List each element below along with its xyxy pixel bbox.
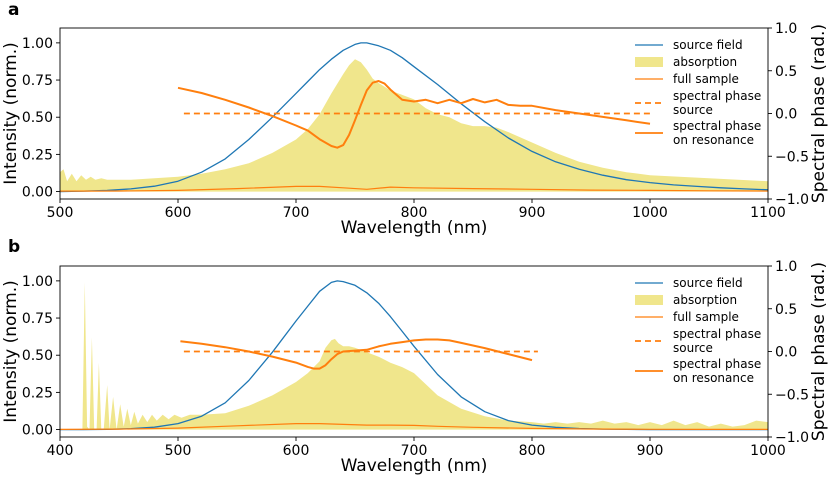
panel-letter: b [8,237,20,257]
x-tick-label: 500 [47,205,74,221]
y2-tick-label: 0.0 [775,345,797,361]
x-tick-label: 800 [519,443,546,459]
plot-area [60,280,768,431]
x-tick-label: 700 [283,205,310,221]
y2-tick-label: −1.0 [775,430,809,446]
x-tick-label: 700 [401,443,428,459]
legend-label: on resonance [673,133,754,147]
y2-tick-label: 1.0 [775,259,797,275]
y-tick-label: 0.25 [22,385,53,401]
series-full-sample-line [60,423,768,430]
series-absorption-area [60,282,768,430]
legend-label: source field [673,38,743,52]
panel-a: a 500 600 700 800 900 1000 1100 0.00 0.25 0.50 0.75… [1,0,829,238]
y-tick-label: 0.75 [22,73,53,89]
x-tick-label: 500 [165,443,192,459]
x-tick-label: 600 [283,443,310,459]
x-tick-label: 800 [401,205,428,221]
y-tick-label: 1.00 [22,274,53,290]
y2-tick-label: −0.5 [775,387,809,403]
legend-label: source [673,341,713,355]
y-tick-label: 0.50 [22,110,53,126]
y2-tick-label: −1.0 [775,192,809,208]
series-spectral-phase-on-resonance-line [177,80,651,149]
y-axis-title: Intensity (norm.) [1,280,21,423]
plot-area [60,42,768,193]
legend-label: absorption [673,293,737,307]
panel-b: b 400 500 600 700 800 900 1000 0.00 0.25 0.50 0.75 1… [1,237,829,476]
legend: source field absorption full sample spectra… [635,276,761,385]
y2-tick-label: 1.0 [775,21,797,37]
x-axis-title: Wavelength (nm) [341,218,488,238]
legend-swatch-absorption [635,57,663,67]
legend-label: absorption [673,55,737,69]
y-axis-title: Intensity (norm.) [1,42,21,185]
y2-axis-title: Spectral phase (rad.) [809,262,829,441]
x-tick-label: 900 [637,443,664,459]
y2-tick-label: 0.0 [775,107,797,123]
legend-label: source field [673,276,743,290]
series-full-sample-line [60,185,768,192]
y-tick-label: 0.25 [22,147,53,163]
legend-label: full sample [673,72,739,86]
x-tick-label: 1100 [750,205,786,221]
y2-tick-label: 0.5 [775,64,797,80]
legend-label: spectral phase [673,357,761,371]
legend: source field absorption full sample spectra… [635,38,761,147]
y-tick-label: 0.00 [22,423,53,439]
legend-swatch-absorption [635,295,663,305]
legend-label: spectral phase [673,89,761,103]
y2-tick-label: 0.5 [775,302,797,318]
legend-label: spectral phase [673,327,761,341]
y-tick-label: 0.50 [22,348,53,364]
y-tick-label: 1.00 [22,36,53,52]
y-tick-label: 0.00 [22,185,53,201]
series-source-field-line [60,42,768,193]
legend-label: spectral phase [673,119,761,133]
x-tick-label: 1000 [750,443,786,459]
x-axis-title: Wavelength (nm) [341,456,488,476]
x-tick-label: 900 [519,205,546,221]
legend-label: on resonance [673,371,754,385]
y2-axis-title: Spectral phase (rad.) [809,24,829,203]
y-tick-label: 0.75 [22,311,53,327]
x-tick-label: 1000 [632,205,668,221]
series-spectral-phase-on-resonance-line [180,338,533,370]
panel-letter: a [8,0,19,20]
y2-tick-label: −0.5 [775,149,809,165]
x-tick-label: 400 [47,443,74,459]
legend-label: full sample [673,310,739,324]
series-absorption-area [60,59,768,192]
x-tick-label: 600 [165,205,192,221]
legend-label: source [673,103,713,117]
